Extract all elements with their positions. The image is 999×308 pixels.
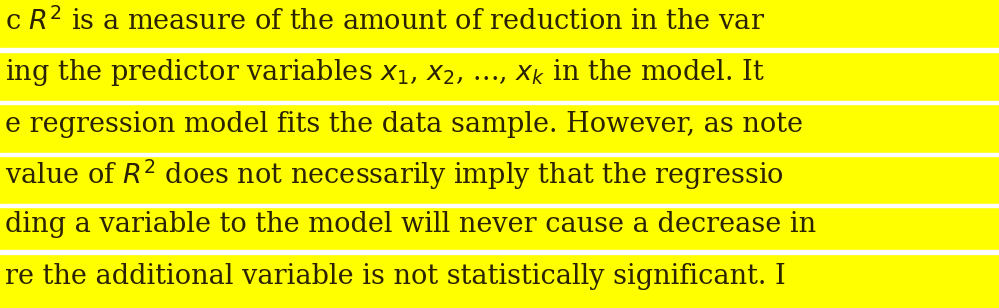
Bar [0, 48, 999, 52]
Text: ding a variable to the model will never cause a decrease in: ding a variable to the model will never … [5, 210, 816, 237]
Text: ing the predictor variables $\mathit{x}_{1}$, $\mathit{x}_{2}$, ..., $\mathit{x}: ing the predictor variables $\mathit{x}_… [5, 56, 765, 87]
Bar [0, 254, 999, 308]
Text: re the additional variable is not statistically significant. I: re the additional variable is not statis… [5, 262, 786, 290]
Bar [0, 153, 999, 156]
Bar [0, 52, 999, 101]
Bar [0, 104, 999, 153]
Bar [0, 0, 999, 48]
Text: value of $\mathit{R}^{2}$ does not necessarily imply that the regressio: value of $\mathit{R}^{2}$ does not neces… [5, 158, 784, 192]
Bar [0, 101, 999, 104]
Bar [0, 156, 999, 204]
Text: e regression model fits the data sample. However, as note: e regression model fits the data sample.… [5, 111, 803, 137]
Bar [0, 204, 999, 207]
Text: c $\mathit{R}^{2}$ is a measure of the amount of reduction in the var: c $\mathit{R}^{2}$ is a measure of the a… [5, 8, 765, 36]
Bar [0, 207, 999, 250]
Bar [0, 250, 999, 254]
